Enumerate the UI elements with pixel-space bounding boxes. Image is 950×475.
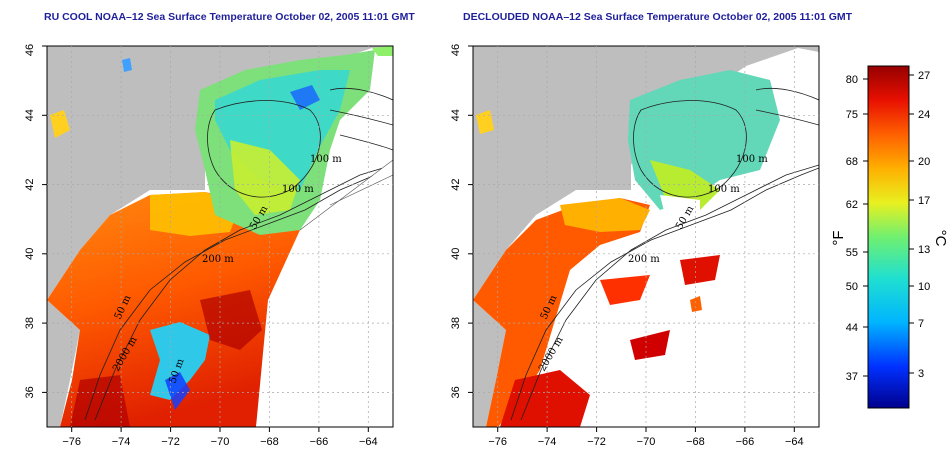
right-panel-title: DECLOUDED NOAA–12 Sea Surface Temperatur… [463,11,853,23]
contour-label-right-4: 200 m [628,254,660,265]
f-tick-55: 55 [846,247,858,259]
lon-tick-right-76: −76 [488,436,507,448]
colorbar [867,65,910,409]
lat-tick-right-38: 38 [450,317,462,329]
lon-tick-left-76: −76 [62,436,81,448]
lat-tick-right-42: 42 [450,178,462,190]
lon-tick-right-68: −68 [686,436,705,448]
lat-tick-left-38: 38 [24,317,36,329]
f-tick-62: 62 [846,199,858,211]
lat-tick-right-46: 46 [450,44,462,56]
lat-tick-left-46: 46 [24,44,36,56]
c-tick-20: 20 [918,156,930,168]
lon-tick-right-66: −66 [736,436,755,448]
lon-tick-right-64: −64 [785,436,804,448]
f-tick-50: 50 [846,281,858,293]
contour-label-right-1: 100 m [736,154,768,165]
lat-tick-left-42: 42 [24,178,36,190]
c-tick-24: 24 [918,109,930,121]
lon-tick-right-70: −70 [637,436,656,448]
f-tick-37: 37 [846,371,858,383]
contour-label-left-4: 200 m [202,254,234,265]
lat-tick-right-44: 44 [450,109,462,121]
lat-tick-left-44: 44 [24,109,36,121]
no-data-left [256,160,393,427]
contour-label-right-2: 100 m [708,184,740,195]
lon-tick-left-68: −68 [260,436,279,448]
land-right [473,46,819,300]
celsius-label: °C [932,230,949,247]
lon-tick-left-72: −72 [161,436,180,448]
sst-warm-left [47,192,300,427]
f-tick-44: 44 [846,322,858,334]
contour-label-left-2: 100 m [282,184,314,195]
lat-tick-left-40: 40 [24,248,36,260]
c-tick-17: 17 [918,195,930,207]
lat-tick-right-36: 36 [450,386,462,398]
c-tick-27: 27 [918,70,930,82]
lon-tick-left-74: −74 [112,436,131,448]
c-tick-10: 10 [918,281,930,293]
lon-tick-left-66: −66 [310,436,329,448]
lon-tick-left-70: −70 [211,436,230,448]
lat-tick-left-36: 36 [24,386,36,398]
fahrenheit-label: °F [830,230,847,245]
c-tick-13: 13 [918,244,930,256]
f-tick-68: 68 [846,156,858,168]
f-tick-75: 75 [846,109,858,121]
c-tick-7: 7 [918,318,924,330]
lat-tick-right-40: 40 [450,248,462,260]
lon-tick-right-74: −74 [538,436,557,448]
f-tick-80: 80 [846,74,858,86]
lon-tick-left-64: −64 [359,436,378,448]
sst-warm-right [473,198,650,427]
left-panel-title: RU COOL NOAA–12 Sea Surface Temperature … [44,11,415,23]
land-left [47,46,393,300]
lon-tick-right-72: −72 [587,436,606,448]
contour-label-left-1: 100 m [310,154,342,165]
c-tick-3: 3 [918,368,924,380]
